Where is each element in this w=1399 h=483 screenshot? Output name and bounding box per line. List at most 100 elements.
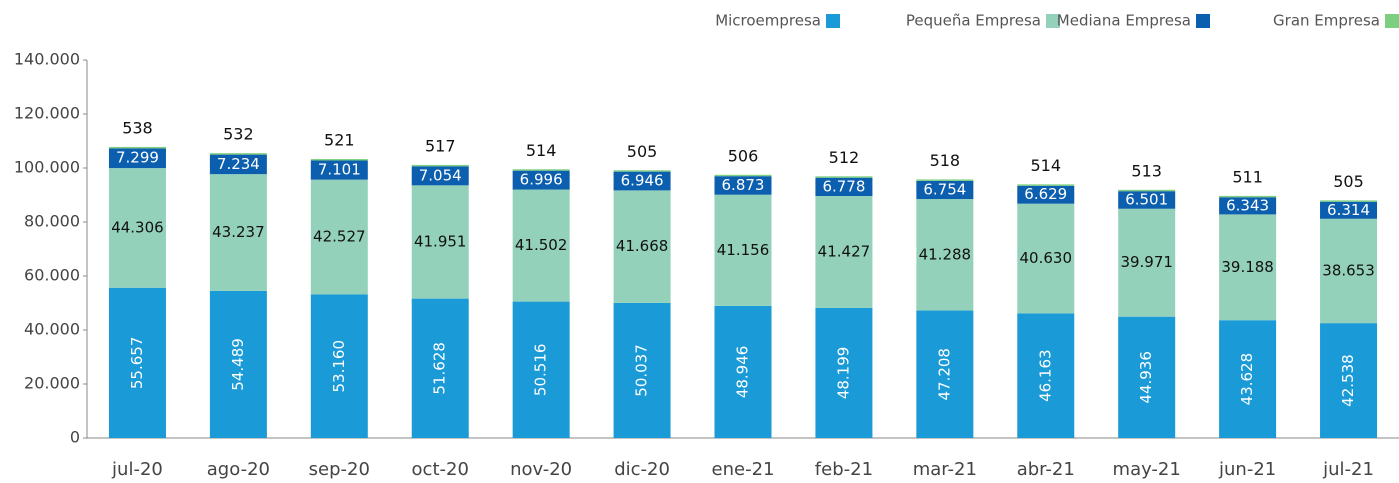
- data-label: 50.516: [532, 344, 550, 397]
- x-tick-label: mar-21: [913, 459, 977, 480]
- legend-swatch: [1046, 14, 1060, 28]
- bar-segment: [714, 174, 772, 177]
- data-label: 42.538: [1339, 354, 1357, 407]
- bar-segment: [714, 176, 772, 195]
- bar-segment: [411, 298, 469, 438]
- data-label: 513: [1131, 161, 1162, 180]
- data-label: 54.489: [229, 338, 247, 391]
- data-label: 6.629: [1024, 185, 1067, 203]
- x-tick-label: nov-20: [510, 459, 572, 480]
- bar-segment: [916, 179, 974, 181]
- bar-segment: [1118, 189, 1176, 192]
- bar-segment: [108, 148, 166, 169]
- bar-segment: [613, 302, 671, 438]
- data-label: 511: [1232, 167, 1263, 186]
- x-tick-label: feb-21: [815, 459, 873, 480]
- data-label: 506: [728, 146, 759, 165]
- bar-segment: [512, 189, 570, 302]
- bar-segment: [1320, 200, 1378, 202]
- data-label: 53.160: [330, 340, 348, 393]
- bar-segment: [1219, 197, 1277, 215]
- x-tick-label: dic-20: [614, 459, 670, 480]
- data-label: 505: [627, 142, 658, 161]
- y-tick-label: 80.000: [24, 212, 80, 231]
- x-tick-label: abr-21: [1017, 459, 1075, 480]
- bar-segment: [310, 179, 368, 295]
- data-label: 514: [1030, 156, 1061, 175]
- bar-segment: [209, 154, 267, 175]
- data-label: 6.778: [822, 177, 865, 195]
- data-label: 40.630: [1020, 249, 1073, 267]
- data-label: 505: [1333, 172, 1364, 191]
- bar-segment: [411, 166, 469, 186]
- legend-label: Microempresa: [715, 12, 821, 30]
- data-label: 41.288: [919, 245, 972, 263]
- bar-segment: [310, 160, 368, 180]
- data-label: 51.628: [431, 342, 449, 395]
- bar-segment: [512, 301, 570, 438]
- x-tick-label: oct-20: [412, 459, 469, 480]
- bar-segment: [815, 176, 873, 178]
- bar-segment: [916, 199, 974, 311]
- data-label: 39.971: [1120, 253, 1173, 271]
- data-label: 6.314: [1327, 201, 1370, 219]
- bar-segment: [714, 194, 772, 306]
- legend-label: Pequeña Empresa: [906, 12, 1041, 30]
- data-label: 6.754: [923, 180, 966, 198]
- bar-segment: [411, 164, 469, 167]
- bar-segment: [1320, 201, 1378, 219]
- bar-segment: [310, 294, 368, 438]
- bar-segment: [1219, 320, 1277, 438]
- bar-segment: [1118, 191, 1176, 209]
- data-label: 46.163: [1036, 349, 1054, 402]
- bar-segment: [1118, 316, 1176, 438]
- bar-segment: [1320, 323, 1378, 438]
- bar-segment: [512, 169, 570, 171]
- bar-segment: [714, 305, 772, 438]
- data-label: 7.234: [217, 155, 260, 173]
- bar-segment: [209, 153, 267, 155]
- data-label: 7.054: [419, 166, 462, 184]
- bar-segment: [512, 170, 570, 190]
- data-label: 48.946: [734, 346, 752, 399]
- data-label: 43.628: [1238, 353, 1256, 406]
- bar-segment: [209, 174, 267, 291]
- data-label: 42.527: [313, 228, 366, 246]
- bar-segment: [916, 310, 974, 438]
- x-tick-label: may-21: [1113, 459, 1181, 480]
- data-label: 39.188: [1221, 258, 1274, 276]
- data-label: 43.237: [212, 223, 265, 241]
- data-label: 44.936: [1137, 351, 1155, 404]
- data-label: 41.668: [616, 237, 669, 255]
- legend-label: Gran Empresa: [1273, 12, 1380, 30]
- data-label: 7.299: [116, 149, 159, 167]
- y-tick-label: 100.000: [14, 158, 80, 177]
- bar-segment: [916, 180, 974, 200]
- data-label: 518: [930, 151, 961, 170]
- data-label: 6.996: [520, 171, 563, 189]
- bar-segment: [815, 177, 873, 197]
- bar-segment: [815, 307, 873, 438]
- y-tick-label: 140.000: [14, 50, 80, 69]
- bar-segment: [815, 196, 873, 308]
- data-label: 6.946: [621, 172, 664, 190]
- data-label: 50.037: [633, 344, 651, 397]
- bar-segment: [209, 290, 267, 438]
- data-label: 514: [526, 141, 557, 160]
- data-label: 41.427: [818, 242, 871, 260]
- data-label: 7.101: [318, 161, 361, 179]
- legend-swatch: [826, 14, 840, 28]
- y-tick-label: 20.000: [24, 374, 80, 393]
- data-label: 6.343: [1226, 196, 1269, 214]
- y-tick-label: 40.000: [24, 320, 80, 339]
- x-tick-label: sep-20: [309, 459, 370, 480]
- bar-segment: [1320, 218, 1378, 324]
- bar-segment: [1017, 185, 1075, 204]
- data-label: 38.653: [1322, 261, 1375, 279]
- x-tick-label: jul-21: [1322, 459, 1374, 480]
- data-label: 532: [223, 125, 254, 144]
- bar-segment: [108, 168, 166, 288]
- data-label: 538: [122, 118, 153, 137]
- data-label: 41.502: [515, 236, 568, 254]
